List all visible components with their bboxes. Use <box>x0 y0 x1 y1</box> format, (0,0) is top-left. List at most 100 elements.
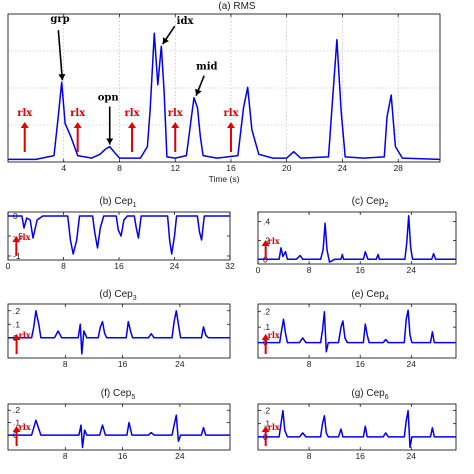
x-tick-label: 16 <box>355 265 365 275</box>
rlx-arrow-head <box>171 122 180 128</box>
panel-title-subscript: 3 <box>133 295 137 302</box>
series-line-cep2 <box>258 215 456 263</box>
rlx-label: rlx <box>125 108 141 119</box>
series-line-cep6 <box>258 409 456 449</box>
x-tick-label: 24 <box>175 359 185 369</box>
series-line-cep1 <box>8 215 230 255</box>
x-tick-label: 4 <box>61 163 66 173</box>
x-tick-label: 28 <box>393 163 403 173</box>
panel-title-cep1: (b) Cep1 <box>99 196 136 209</box>
axes-frame-cep6 <box>257 403 457 451</box>
panel-title-cep5: (f) Cep5 <box>101 388 136 401</box>
x-tick-label: 8 <box>307 359 312 369</box>
y-tick-label: .2 <box>13 306 20 316</box>
panel-title-subscript: 4 <box>385 295 389 302</box>
panel-title-cep3: (d) Cep3 <box>99 289 136 302</box>
annotation-arrow-mid-head <box>195 88 202 96</box>
rlx-arrow-head <box>12 334 21 340</box>
panel-title-cep4: (e) Cep4 <box>351 289 388 302</box>
rlx-label: rlx <box>268 422 280 432</box>
rlx-label: rlx <box>268 236 280 246</box>
y-tick-label: .2 <box>263 307 270 317</box>
y-tick-label: .1 <box>263 322 270 332</box>
rlx-label: rlx <box>17 108 33 119</box>
x-tick-label: 8 <box>307 451 312 461</box>
series-line-cep5 <box>8 414 230 449</box>
y-tick-label: -.5 <box>13 231 23 241</box>
rlx-label: rlx <box>70 108 86 119</box>
rlx-arrow-head <box>12 426 21 432</box>
x-tick-label: 20 <box>282 163 292 173</box>
x-tick-label: 8 <box>117 163 122 173</box>
x-tick-label: 8 <box>63 451 68 461</box>
panel-title-subscript: 6 <box>385 394 389 401</box>
rlx-label: rlx <box>223 108 239 119</box>
rlx-label: rlx <box>19 330 31 340</box>
rlx-label: rlx <box>268 330 280 340</box>
x-tick-label: 16 <box>355 359 365 369</box>
rlx-arrow-head <box>73 122 82 128</box>
panel-title-cep2: (c) Cep2 <box>352 196 389 209</box>
rlx-arrow-head <box>261 334 270 340</box>
y-tick-label: .2 <box>263 406 270 416</box>
y-tick-label: .1 <box>13 319 20 329</box>
rlx-arrow-head <box>226 122 235 128</box>
axes-frame-cep3 <box>7 303 231 359</box>
panel-title-cep6: (g) Cep6 <box>351 388 388 401</box>
annotation-label-idx: idx <box>177 16 195 27</box>
x-tick-label: 0 <box>6 261 11 271</box>
axes-frame-cep2 <box>257 211 457 265</box>
panel-title-subscript: 1 <box>133 202 137 209</box>
x-tick-label: 8 <box>307 265 312 275</box>
rlx-label: rlx <box>19 422 31 432</box>
x-tick-label: 12 <box>170 163 180 173</box>
axes-frame-cep1 <box>7 211 231 261</box>
x-tick-label: 16 <box>355 451 365 461</box>
rlx-arrow-head <box>20 122 29 128</box>
y-tick-label: .1 <box>13 418 20 428</box>
y-tick-label: .2 <box>13 405 20 415</box>
x-tick-label: 16 <box>118 359 128 369</box>
x-tick-label: 24 <box>407 359 417 369</box>
x-tick-label: 16 <box>114 261 124 271</box>
axes-frame-rms <box>7 13 441 163</box>
rlx-arrow-head <box>128 122 137 128</box>
rlx-arrow-head <box>261 426 270 432</box>
series-line-cep4 <box>258 309 456 353</box>
annotation-arrow-idx-head <box>162 37 169 45</box>
rlx-label: rlx <box>18 232 30 242</box>
rlx-label: rlx <box>168 108 184 119</box>
x-tick-label: 24 <box>407 265 417 275</box>
x-tick-label: 24 <box>338 163 348 173</box>
x-tick-label: 24 <box>175 451 185 461</box>
x-tick-label: 24 <box>407 451 417 461</box>
annotation-label-opn: opn <box>98 93 120 104</box>
annotation-arrow-opn-head <box>106 138 114 145</box>
rlx-arrow-head <box>12 236 21 242</box>
x-tick-label: 8 <box>63 359 68 369</box>
annotation-label-grp: grp <box>50 14 69 25</box>
x-tick-label: 8 <box>61 261 66 271</box>
axes-frame-cep5 <box>7 403 231 451</box>
y-tick-label: .1 <box>263 419 270 429</box>
x-axis-label: Time (s) <box>209 174 240 184</box>
x-tick-label: 24 <box>170 261 180 271</box>
x-tick-label: 0 <box>256 265 261 275</box>
y-tick-label: .2 <box>263 235 270 245</box>
axes-frame-cep4 <box>257 303 457 359</box>
annotation-arrow-grp-shaft <box>57 30 64 81</box>
x-tick-label: 16 <box>226 163 236 173</box>
y-tick-label: .4 <box>263 216 270 226</box>
x-tick-label: 16 <box>118 451 128 461</box>
annotation-arrow-grp-head <box>58 73 66 81</box>
rlx-arrow-head <box>261 240 270 246</box>
series-line-cep3 <box>8 310 230 355</box>
